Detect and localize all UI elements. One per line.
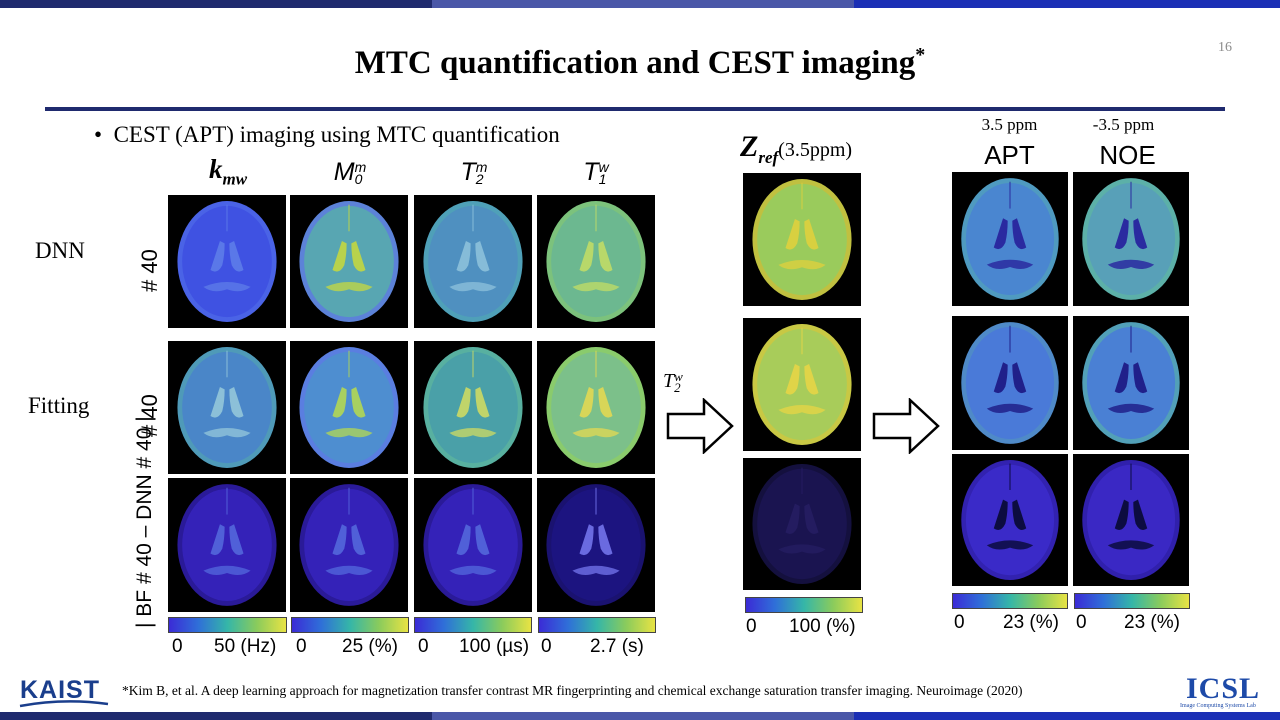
col-header-t1w: Tw 1 [583, 158, 609, 188]
row-label-dnn: DNN [35, 238, 85, 263]
title-rule [45, 107, 1225, 111]
slide-title: MTC quantification and CEST imaging* [354, 44, 926, 81]
brain-image [168, 195, 286, 328]
top-bar-left [0, 0, 432, 8]
zref-header: Zref(3.5ppm) [740, 130, 853, 167]
row-id-dnn: # 40 [137, 249, 162, 292]
colorbar-kmw-max: 50 (Hz) [214, 636, 277, 657]
map-tile-difference-kmw [168, 478, 286, 612]
colorbar-noe-min: 0 [1076, 612, 1087, 633]
colorbar-apt [952, 593, 1068, 609]
map-tile-fitting-t2m [414, 341, 532, 474]
brain-image [414, 341, 532, 474]
slide-number: 16 [1218, 40, 1232, 55]
noe-tile-dnn [1073, 172, 1189, 306]
zref-tile-fitting [743, 318, 861, 451]
col-header-kmw: kmw [208, 154, 248, 189]
brain-image [537, 341, 655, 474]
brain-image [952, 172, 1068, 306]
map-tile-difference-t2m [414, 478, 532, 612]
brain-image [414, 478, 532, 612]
map-tile-dnn-kmw [168, 195, 286, 328]
colorbar-apt-min: 0 [954, 612, 965, 633]
colorbar-m0 [291, 617, 409, 633]
brain-image [290, 341, 408, 474]
apt-tile-difference [952, 454, 1068, 586]
noe-header: NOE [1099, 140, 1156, 170]
map-tile-fitting-t1w [537, 341, 655, 474]
brain-image [1073, 316, 1189, 450]
map-tile-fitting-m0 [290, 341, 408, 474]
brain-image [1073, 172, 1189, 306]
bullet-point: • CEST (APT) imaging using MTC quantific… [94, 122, 560, 147]
bottom-bar-right [854, 712, 1280, 720]
arrow-right-icon [872, 398, 940, 454]
brain-image [743, 173, 861, 306]
map-tile-dnn-m0 [290, 195, 408, 328]
icsl-logo: ICSL [1186, 672, 1261, 705]
bottom-bar-left [0, 712, 432, 720]
brain-image [743, 318, 861, 451]
map-tile-difference-t1w [537, 478, 655, 612]
colorbar-kmw [168, 617, 287, 633]
map-tile-difference-m0 [290, 478, 408, 612]
apt-tile-dnn [952, 172, 1068, 306]
row-label-fitting: Fitting [28, 393, 90, 418]
map-tile-dnn-t1w [537, 195, 655, 328]
colorbar-zref-max: 100 (%) [789, 616, 856, 637]
brain-image [952, 454, 1068, 586]
arrow-t2w-label: Tw 2 [663, 368, 683, 396]
brain-image [537, 195, 655, 328]
map-tile-dnn-t2m [414, 195, 532, 328]
zref-tile-difference [743, 458, 861, 590]
colorbar-kmw-min: 0 [172, 636, 183, 657]
colorbar-t1-max: 2.7 (s) [590, 636, 644, 657]
top-bar-right [854, 0, 1280, 8]
brain-image [1073, 454, 1189, 586]
map-tile-fitting-kmw [168, 341, 286, 474]
brain-image [290, 478, 408, 612]
colorbar-t2-max: 100 (µs) [459, 636, 530, 657]
apt-header: APT [984, 140, 1035, 170]
brain-image [952, 316, 1068, 450]
colorbar-m0-min: 0 [296, 636, 307, 657]
brain-image [290, 195, 408, 328]
colorbar-noe-max: 23 (%) [1124, 612, 1180, 633]
apt-tile-fitting [952, 316, 1068, 450]
top-bar-middle [432, 0, 854, 8]
colorbar-t1-min: 0 [541, 636, 552, 657]
zref-tile-dnn [743, 173, 861, 306]
brain-image [168, 478, 286, 612]
row-id-difference: | BF # 40 – DNN # 40 | [133, 416, 156, 628]
colorbar-apt-max: 23 (%) [1003, 612, 1059, 633]
bottom-bar-middle [432, 712, 854, 720]
colorbar-m0-max: 25 (%) [342, 636, 398, 657]
noe-ppm: -3.5 ppm [1092, 115, 1155, 134]
arrow-right-icon [666, 398, 734, 454]
col-header-m0: Mm 0 [333, 158, 367, 188]
apt-ppm: 3.5 ppm [981, 115, 1038, 134]
citation: *Kim B, et al. A deep learning approach … [122, 683, 1023, 698]
colorbar-zref-min: 0 [746, 616, 757, 637]
kaist-logo: KAIST [20, 676, 100, 704]
brain-image [414, 195, 532, 328]
kaist-swoosh-icon [19, 700, 109, 708]
noe-tile-fitting [1073, 316, 1189, 450]
colorbar-t2 [414, 617, 532, 633]
col-header-t2m: Tm 2 [460, 158, 488, 188]
colorbar-zref [745, 597, 863, 613]
icsl-subtitle: Image Computing Systems Lab [1180, 703, 1256, 709]
noe-tile-difference [1073, 454, 1189, 586]
colorbar-t2-min: 0 [418, 636, 429, 657]
brain-image [168, 341, 286, 474]
colorbar-noe [1074, 593, 1190, 609]
brain-image [743, 458, 861, 590]
brain-image [537, 478, 655, 612]
colorbar-t1 [538, 617, 656, 633]
